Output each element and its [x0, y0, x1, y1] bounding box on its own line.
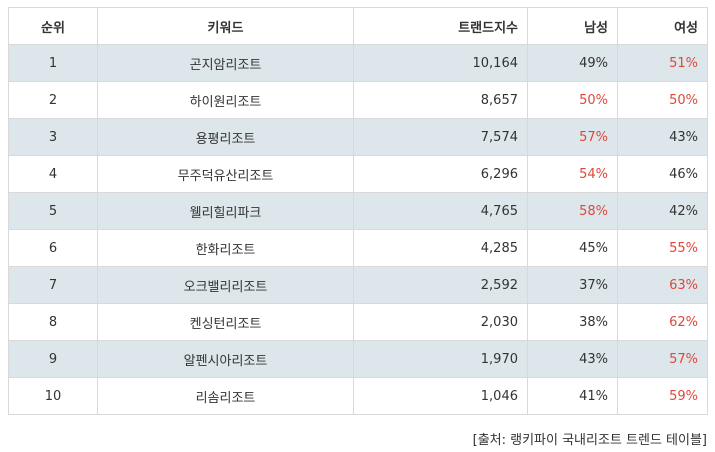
- table-row: 6 한화리조트 4,285 45% 55%: [8, 229, 708, 267]
- cell-rank: 9: [8, 340, 98, 378]
- table-row: 9 알펜시아리조트 1,970 43% 57%: [8, 340, 708, 378]
- cell-keyword: 리솜리조트: [97, 377, 354, 415]
- table-row: 10 리솜리조트 1,046 41% 59%: [8, 377, 708, 415]
- cell-female: 51%: [617, 44, 708, 82]
- cell-male: 37%: [527, 266, 618, 304]
- cell-trend-index: 6,296: [353, 155, 528, 193]
- cell-male: 49%: [527, 44, 618, 82]
- table-row: 2 하이원리조트 8,657 50% 50%: [8, 81, 708, 119]
- cell-keyword: 오크밸리리조트: [97, 266, 354, 304]
- cell-keyword: 알펜시아리조트: [97, 340, 354, 378]
- cell-keyword: 켄싱턴리조트: [97, 303, 354, 341]
- cell-female: 43%: [617, 118, 708, 156]
- table-row: 5 웰리힐리파크 4,765 58% 42%: [8, 192, 708, 230]
- cell-rank: 2: [8, 81, 98, 119]
- cell-female: 59%: [617, 377, 708, 415]
- cell-trend-index: 1,970: [353, 340, 528, 378]
- cell-trend-index: 8,657: [353, 81, 528, 119]
- cell-female: 57%: [617, 340, 708, 378]
- cell-female: 42%: [617, 192, 708, 230]
- cell-keyword: 웰리힐리파크: [97, 192, 354, 230]
- header-trend-index: 트랜드지수: [353, 7, 528, 45]
- header-rank: 순위: [8, 7, 98, 45]
- cell-trend-index: 4,285: [353, 229, 528, 267]
- table-header-row: 순위 키워드 트랜드지수 남성 여성: [8, 7, 708, 45]
- cell-male: 57%: [527, 118, 618, 156]
- cell-male: 50%: [527, 81, 618, 119]
- cell-female: 55%: [617, 229, 708, 267]
- header-male: 남성: [527, 7, 618, 45]
- resort-trend-table: 순위 키워드 트랜드지수 남성 여성 1 곤지암리조트 10,164 49% 51% 2 하…: [8, 7, 708, 415]
- cell-keyword: 용평리조트: [97, 118, 354, 156]
- cell-keyword: 무주덕유산리조트: [97, 155, 354, 193]
- trend-table-container: 순위 키워드 트랜드지수 남성 여성 1 곤지암리조트 10,164 49% 51% 2 하…: [8, 7, 708, 415]
- cell-male: 58%: [527, 192, 618, 230]
- cell-trend-index: 10,164: [353, 44, 528, 82]
- cell-keyword: 하이원리조트: [97, 81, 354, 119]
- cell-rank: 4: [8, 155, 98, 193]
- table-body: 1 곤지암리조트 10,164 49% 51% 2 하이원리조트 8,657 50% 50% 3 용평…: [8, 44, 708, 415]
- cell-female: 63%: [617, 266, 708, 304]
- cell-male: 45%: [527, 229, 618, 267]
- table-row: 4 무주덕유산리조트 6,296 54% 46%: [8, 155, 708, 193]
- cell-trend-index: 7,574: [353, 118, 528, 156]
- cell-female: 46%: [617, 155, 708, 193]
- cell-female: 50%: [617, 81, 708, 119]
- cell-rank: 8: [8, 303, 98, 341]
- header-keyword: 키워드: [97, 7, 354, 45]
- table-row: 7 오크밸리리조트 2,592 37% 63%: [8, 266, 708, 304]
- cell-male: 54%: [527, 155, 618, 193]
- cell-male: 41%: [527, 377, 618, 415]
- cell-rank: 6: [8, 229, 98, 267]
- cell-trend-index: 2,592: [353, 266, 528, 304]
- cell-rank: 1: [8, 44, 98, 82]
- cell-trend-index: 2,030: [353, 303, 528, 341]
- cell-trend-index: 1,046: [353, 377, 528, 415]
- header-female: 여성: [617, 7, 708, 45]
- source-caption: [출처: 랭키파이 국내리조트 트렌드 테이블]: [472, 433, 707, 448]
- cell-keyword: 한화리조트: [97, 229, 354, 267]
- table-row: 3 용평리조트 7,574 57% 43%: [8, 118, 708, 156]
- table-row: 8 켄싱턴리조트 2,030 38% 62%: [8, 303, 708, 341]
- cell-male: 38%: [527, 303, 618, 341]
- cell-male: 43%: [527, 340, 618, 378]
- table-row: 1 곤지암리조트 10,164 49% 51%: [8, 44, 708, 82]
- cell-rank: 7: [8, 266, 98, 304]
- cell-trend-index: 4,765: [353, 192, 528, 230]
- cell-rank: 10: [8, 377, 98, 415]
- cell-keyword: 곤지암리조트: [97, 44, 354, 82]
- cell-rank: 5: [8, 192, 98, 230]
- cell-female: 62%: [617, 303, 708, 341]
- cell-rank: 3: [8, 118, 98, 156]
